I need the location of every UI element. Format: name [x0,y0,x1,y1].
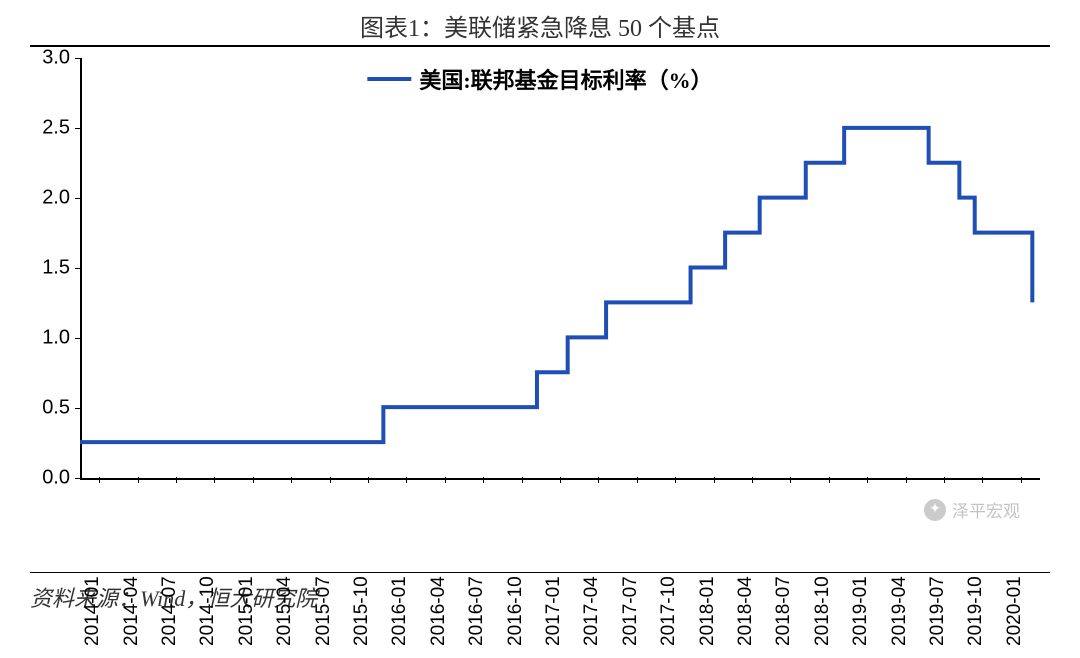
y-tick-label: 2.0 [30,187,70,210]
x-tick-label: 2015-01 [236,576,258,646]
x-tick-label: 2016-07 [466,576,488,646]
x-tick-label: 2017-07 [620,576,642,646]
x-tick-label: 2020-01 [1004,576,1026,646]
y-tick-label: 0.5 [30,397,70,420]
x-tick-label: 2018-01 [697,576,719,646]
x-tick-label: 2016-10 [505,576,527,646]
fed-rate-line [80,58,1040,477]
x-tick-label: 2015-10 [351,576,373,646]
x-tick-label: 2014-10 [197,576,219,646]
x-tick-label: 2017-04 [581,576,603,646]
x-tick-label: 2014-04 [121,576,143,646]
y-tick-label: 1.5 [30,257,70,280]
watermark: ✦ 泽平宏观 [924,497,1020,522]
title-underline [30,45,1050,47]
x-tick-label: 2019-07 [927,576,949,646]
y-tick-label: 2.5 [30,117,70,140]
chart-title: 图表1：美联储紧急降息 50 个基点 [30,0,1050,45]
plot-region [80,58,1040,477]
watermark-text: 泽平宏观 [952,497,1020,522]
wechat-icon: ✦ [924,499,946,521]
x-tick-label: 2019-10 [965,576,987,646]
x-axis-line [80,478,1040,480]
x-tick-label: 2015-04 [274,576,296,646]
y-tick-label: 1.0 [30,327,70,350]
x-tick-label: 2014-01 [82,576,104,646]
x-tick-label: 2018-04 [735,576,757,646]
x-tick-label: 2017-10 [658,576,680,646]
x-tick-label: 2018-07 [773,576,795,646]
chart-area: 美国:联邦基金目标利率（%） 0.00.51.01.52.02.53.0 201… [30,53,1050,573]
x-tick-label: 2019-04 [889,576,911,646]
x-tick-label: 2019-01 [850,576,872,646]
x-tick-label: 2017-01 [543,576,565,646]
y-tick-label: 0.0 [30,467,70,490]
x-tick-label: 2018-10 [812,576,834,646]
x-tick-label: 2014-07 [159,576,181,646]
x-tick-label: 2015-07 [313,576,335,646]
x-tick-label: 2016-04 [428,576,450,646]
x-tick-label: 2016-01 [389,576,411,646]
y-tick-label: 3.0 [30,47,70,70]
rate-step-path [80,128,1032,442]
